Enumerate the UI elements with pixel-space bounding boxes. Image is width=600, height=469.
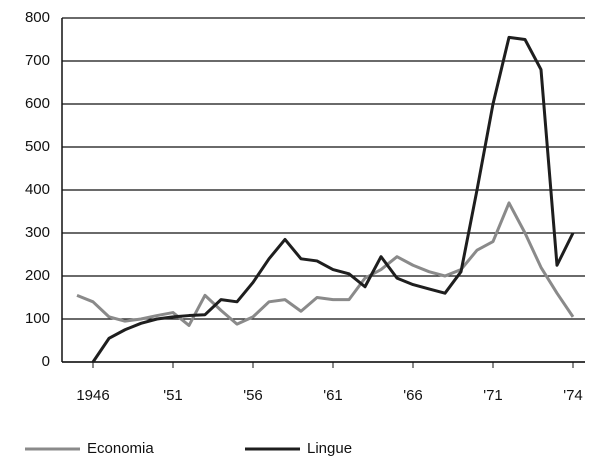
y-tick-label: 100 xyxy=(25,310,50,327)
x-tick-label: '71 xyxy=(483,387,503,404)
y-tick-label: 0 xyxy=(42,353,50,370)
x-tick-label: '61 xyxy=(323,387,343,404)
y-tick-label: 300 xyxy=(25,224,50,241)
x-tick-label: '51 xyxy=(163,387,183,404)
y-tick-label: 400 xyxy=(25,181,50,198)
x-tick-label: '56 xyxy=(243,387,263,404)
line-series xyxy=(76,201,575,327)
line-series xyxy=(91,35,575,363)
y-tick-label: 700 xyxy=(25,52,50,69)
legend-label: Economia xyxy=(87,440,154,457)
y-tick-label: 200 xyxy=(25,267,50,284)
y-tick-label: 600 xyxy=(25,95,50,112)
legend-label: Lingue xyxy=(307,440,352,457)
x-tick-label: '74 xyxy=(563,387,583,404)
y-tick-label: 500 xyxy=(25,138,50,155)
x-tick-label: 1946 xyxy=(76,387,109,404)
x-tick-label: '66 xyxy=(403,387,423,404)
y-tick-label: 800 xyxy=(25,9,50,26)
